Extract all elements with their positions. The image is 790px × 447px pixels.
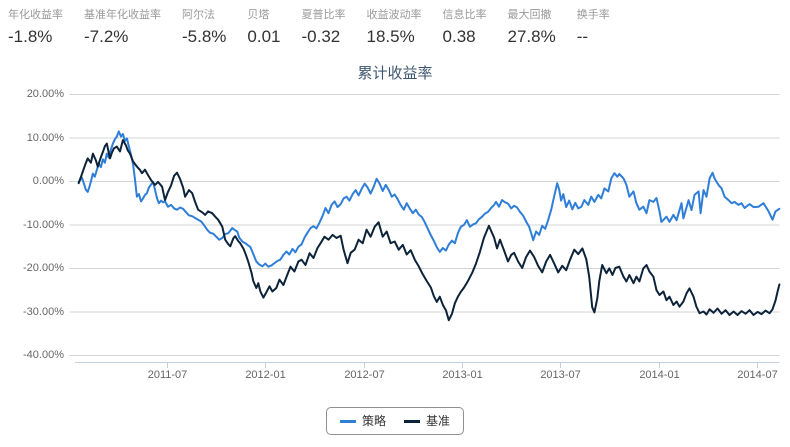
y-axis-label: 20.00%	[26, 88, 64, 100]
stat-turnover: 换手率 --	[577, 8, 610, 47]
stat-value: -1.8%	[8, 27, 53, 46]
stat-label: 收益波动率	[366, 9, 422, 21]
stat-annual-return: 年化收益率 -1.8%	[8, 8, 63, 47]
legend-item-benchmark[interactable]: 基准	[404, 414, 450, 428]
x-axis-label: 2013-07	[540, 369, 581, 381]
stat-value: -5.8%	[182, 27, 227, 46]
stat-label: 夏普比率	[301, 9, 346, 21]
stat-value: -7.2%	[84, 27, 129, 46]
stat-label: 换手率	[576, 9, 610, 21]
benchmark-series-line	[77, 139, 781, 322]
stat-label: 年化收益率	[8, 9, 63, 21]
strategy-series-line	[77, 130, 781, 268]
stat-value: --	[576, 27, 589, 46]
legend: 策略 基准	[325, 407, 465, 435]
x-axis-label: 2014-01	[639, 369, 680, 381]
y-axis-label: -20.00%	[23, 262, 64, 274]
stat-label: 信息比率	[442, 9, 487, 21]
stat-value: 0.01	[247, 27, 281, 46]
stat-information-ratio: 信息比率 0.38	[443, 8, 487, 47]
x-axis-label: 2014-07	[737, 369, 778, 381]
y-axis-label: 10.00%	[26, 131, 64, 144]
x-axis-label: 2012-07	[344, 369, 385, 381]
strategy-line-swatch-icon	[339, 419, 356, 423]
y-axis-label: -10.00%	[23, 218, 64, 231]
stat-alpha: 阿尔法 -5.8%	[182, 8, 226, 47]
stats-bar: 年化收益率 -1.8% 基准年化收益率 -7.2% 阿尔法 -5.8% 贝塔 0…	[8, 8, 790, 47]
stat-value: 0.38	[442, 27, 476, 46]
stat-volatility: 收益波动率 18.5%	[367, 8, 422, 47]
stat-value: 18.5%	[366, 27, 415, 46]
stat-sharpe: 夏普比率 -0.32	[302, 8, 346, 47]
legend-label: 基准	[426, 414, 451, 428]
stat-value: -0.32	[301, 27, 341, 46]
legend-item-strategy[interactable]: 策略	[339, 414, 386, 428]
stat-max-drawdown: 最大回撤 27.8%	[508, 8, 556, 47]
y-axis-label: -30.00%	[23, 305, 64, 318]
stat-benchmark-annual-return: 基准年化收益率 -7.2%	[84, 8, 161, 47]
stat-label: 贝塔	[247, 9, 270, 21]
chart-title: 累计收益率	[357, 65, 433, 82]
stat-label: 最大回撤	[507, 9, 552, 21]
legend-wrap: 策略 基准	[0, 407, 790, 435]
stat-label: 阿尔法	[182, 9, 215, 21]
legend-label: 策略	[361, 414, 386, 428]
stat-label: 基准年化收益率	[84, 9, 161, 21]
y-axis-label: 0.00%	[32, 175, 64, 187]
benchmark-line-swatch-icon	[404, 419, 420, 423]
x-axis-label: 2013-01	[442, 369, 483, 381]
stat-beta: 贝塔 0.01	[247, 8, 280, 47]
y-axis-label: -40.00%	[23, 349, 64, 361]
x-axis-label: 2012-01	[245, 369, 286, 381]
stat-value: 27.8%	[507, 27, 556, 46]
x-axis-label: 2011-07	[147, 369, 188, 381]
